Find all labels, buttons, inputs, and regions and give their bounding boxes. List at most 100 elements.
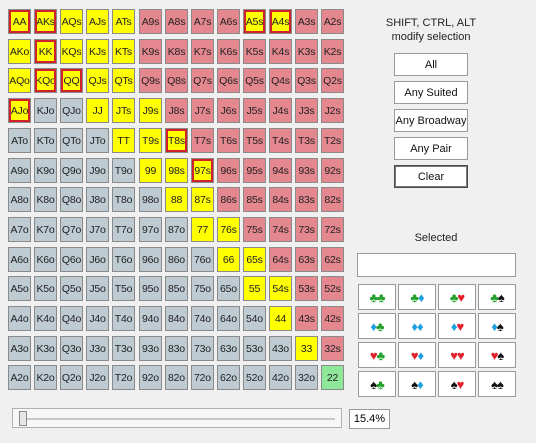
range-slider[interactable] [12, 408, 342, 428]
hand-cell-52s[interactable]: 52s [321, 276, 344, 301]
hand-cell-96s[interactable]: 96s [217, 158, 240, 183]
hand-cell-Q4o[interactable]: Q4o [60, 306, 83, 331]
hand-cell-Q6s[interactable]: Q6s [217, 68, 240, 93]
hand-cell-95s[interactable]: 95s [243, 158, 266, 183]
hand-cell-Q9s[interactable]: Q9s [139, 68, 162, 93]
hand-cell-85o[interactable]: 85o [165, 276, 188, 301]
hand-cell-Q4s[interactable]: Q4s [269, 68, 292, 93]
hand-cell-K8o[interactable]: K8o [34, 187, 57, 212]
hand-cell-J7o[interactable]: J7o [86, 217, 109, 242]
hand-cell-J5s[interactable]: J5s [243, 98, 266, 123]
suit-combo-heart-club[interactable]: ♥ ♣ [358, 342, 396, 368]
hand-cell-J4s[interactable]: J4s [269, 98, 292, 123]
hand-cell-A4o[interactable]: A4o [8, 306, 31, 331]
hand-cell-JTs[interactable]: JTs [112, 98, 135, 123]
hand-cell-96o[interactable]: 96o [139, 247, 162, 272]
hand-cell-A8o[interactable]: A8o [8, 187, 31, 212]
hand-cell-A8s[interactable]: A8s [165, 9, 188, 34]
hand-cell-43s[interactable]: 43s [295, 306, 318, 331]
slider-thumb[interactable] [19, 411, 27, 426]
hand-cell-K9s[interactable]: K9s [139, 39, 162, 64]
hand-cell-94s[interactable]: 94s [269, 158, 292, 183]
hand-cell-44[interactable]: 44 [269, 306, 292, 331]
hand-cell-52o[interactable]: 52o [243, 365, 266, 390]
hand-cell-Q3s[interactable]: Q3s [295, 68, 318, 93]
hand-cell-98s[interactable]: 98s [165, 158, 188, 183]
hand-cell-Q5s[interactable]: Q5s [243, 68, 266, 93]
hand-cell-AA[interactable]: AA [8, 9, 31, 34]
hand-cell-73s[interactable]: 73s [295, 217, 318, 242]
hand-cell-62o[interactable]: 62o [217, 365, 240, 390]
suit-combo-spade-spade[interactable]: ♠ ♠ [478, 371, 516, 397]
hand-cell-T3s[interactable]: T3s [295, 128, 318, 153]
hand-cell-J6o[interactable]: J6o [86, 247, 109, 272]
hand-cell-J3o[interactable]: J3o [86, 336, 109, 361]
hand-cell-42s[interactable]: 42s [321, 306, 344, 331]
hand-cell-Q2s[interactable]: Q2s [321, 68, 344, 93]
hand-cell-K3s[interactable]: K3s [295, 39, 318, 64]
suit-combo-club-diamond[interactable]: ♣ ♦ [398, 284, 436, 310]
hand-cell-T4o[interactable]: T4o [112, 306, 135, 331]
hand-cell-65o[interactable]: 65o [217, 276, 240, 301]
hand-cell-97o[interactable]: 97o [139, 217, 162, 242]
hand-cell-93o[interactable]: 93o [139, 336, 162, 361]
hand-cell-63s[interactable]: 63s [295, 247, 318, 272]
hand-cell-A3s[interactable]: A3s [295, 9, 318, 34]
hand-cell-KJo[interactable]: KJo [34, 98, 57, 123]
hand-cell-K2s[interactable]: K2s [321, 39, 344, 64]
hand-cell-A2o[interactable]: A2o [8, 365, 31, 390]
hand-cell-62s[interactable]: 62s [321, 247, 344, 272]
hand-cell-K5o[interactable]: K5o [34, 276, 57, 301]
suit-combo-spade-diamond[interactable]: ♠ ♦ [398, 371, 436, 397]
hand-cell-A6s[interactable]: A6s [217, 9, 240, 34]
suit-combo-club-heart[interactable]: ♣ ♥ [438, 284, 476, 310]
hand-cell-AKo[interactable]: AKo [8, 39, 31, 64]
hand-cell-99[interactable]: 99 [139, 158, 162, 183]
hand-cell-75o[interactable]: 75o [191, 276, 214, 301]
hand-cell-A3o[interactable]: A3o [8, 336, 31, 361]
hand-cell-TT[interactable]: TT [112, 128, 135, 153]
hand-cell-KJs[interactable]: KJs [86, 39, 109, 64]
hand-cell-A7s[interactable]: A7s [191, 9, 214, 34]
hand-cell-T9s[interactable]: T9s [139, 128, 162, 153]
hand-cell-JJ[interactable]: JJ [86, 98, 109, 123]
suit-combo-club-club[interactable]: ♣ ♣ [358, 284, 396, 310]
hand-cell-65s[interactable]: 65s [243, 247, 266, 272]
hand-cell-K9o[interactable]: K9o [34, 158, 57, 183]
hand-cell-Q7o[interactable]: Q7o [60, 217, 83, 242]
hand-cell-AQs[interactable]: AQs [60, 9, 83, 34]
hand-cell-AJo[interactable]: AJo [8, 98, 31, 123]
hand-cell-A6o[interactable]: A6o [8, 247, 31, 272]
hand-cell-92s[interactable]: 92s [321, 158, 344, 183]
hand-cell-K7s[interactable]: K7s [191, 39, 214, 64]
hand-cell-A7o[interactable]: A7o [8, 217, 31, 242]
hand-cell-33[interactable]: 33 [295, 336, 318, 361]
clear-button[interactable]: Clear [394, 165, 468, 188]
hand-cell-T2s[interactable]: T2s [321, 128, 344, 153]
suit-combo-heart-spade[interactable]: ♥ ♠ [478, 342, 516, 368]
hand-cell-54s[interactable]: 54s [269, 276, 292, 301]
hand-cell-QJs[interactable]: QJs [86, 68, 109, 93]
hand-cell-JTo[interactable]: JTo [86, 128, 109, 153]
hand-cell-K3o[interactable]: K3o [34, 336, 57, 361]
hand-cell-K8s[interactable]: K8s [165, 39, 188, 64]
hand-cell-J5o[interactable]: J5o [86, 276, 109, 301]
hand-cell-J6s[interactable]: J6s [217, 98, 240, 123]
hand-cell-Q8o[interactable]: Q8o [60, 187, 83, 212]
all-button[interactable]: All [394, 53, 468, 76]
hand-cell-86s[interactable]: 86s [217, 187, 240, 212]
suit-combo-diamond-club[interactable]: ♦ ♣ [358, 313, 396, 339]
any-pair-button[interactable]: Any Pair [394, 137, 468, 160]
hand-cell-53o[interactable]: 53o [243, 336, 266, 361]
hand-cell-73o[interactable]: 73o [191, 336, 214, 361]
hand-cell-T4s[interactable]: T4s [269, 128, 292, 153]
hand-cell-Q8s[interactable]: Q8s [165, 68, 188, 93]
hand-cell-Q3o[interactable]: Q3o [60, 336, 83, 361]
hand-cell-64s[interactable]: 64s [269, 247, 292, 272]
hand-cell-T8o[interactable]: T8o [112, 187, 135, 212]
hand-cell-85s[interactable]: 85s [243, 187, 266, 212]
hand-cell-A9s[interactable]: A9s [139, 9, 162, 34]
hand-cell-Q6o[interactable]: Q6o [60, 247, 83, 272]
hand-cell-K6o[interactable]: K6o [34, 247, 57, 272]
hand-cell-72s[interactable]: 72s [321, 217, 344, 242]
